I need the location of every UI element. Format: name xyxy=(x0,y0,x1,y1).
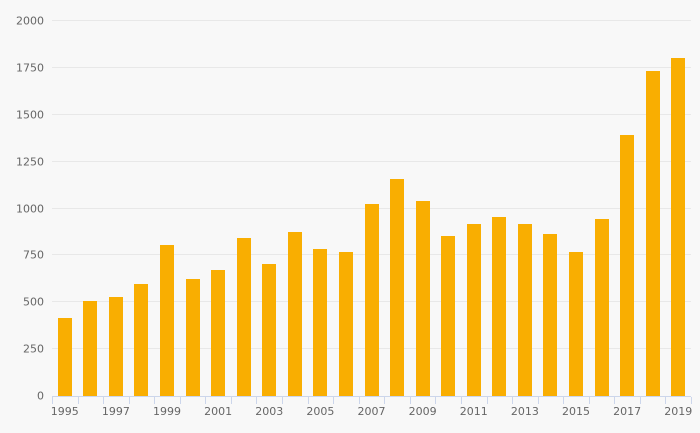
plot-area xyxy=(52,20,691,396)
y-axis-label-2000: 2000 xyxy=(16,14,44,28)
bar-2011[interactable] xyxy=(466,223,481,396)
x-axis-tick xyxy=(77,397,79,404)
x-axis-tick xyxy=(588,397,590,404)
bar-2008[interactable] xyxy=(390,178,405,396)
bar-1998[interactable] xyxy=(134,284,149,396)
bar-2014[interactable] xyxy=(543,233,558,396)
x-axis-tick xyxy=(333,397,335,404)
bar-2016[interactable] xyxy=(594,218,609,396)
x-axis-label-1995: 1995 xyxy=(50,405,79,418)
x-axis-tick xyxy=(639,397,641,404)
x-axis-tick xyxy=(179,397,181,404)
y-axis-label-1750: 1750 xyxy=(16,61,44,75)
bar-2004[interactable] xyxy=(287,231,302,396)
bar-1996[interactable] xyxy=(83,301,98,396)
bar-2017[interactable] xyxy=(620,135,635,396)
x-axis-tick xyxy=(128,397,130,404)
x-axis-tick xyxy=(154,397,156,404)
x-axis-tick xyxy=(282,397,284,404)
x-axis-label-2001: 2001 xyxy=(204,405,233,418)
x-axis-tick xyxy=(384,397,386,404)
x-axis-tick xyxy=(103,397,105,404)
x-axis-label-1999: 1999 xyxy=(153,405,182,418)
x-axis-tick xyxy=(205,397,207,404)
x-axis-tick xyxy=(691,397,692,404)
gridline-2000 xyxy=(52,20,691,21)
y-axis-label-1250: 1250 xyxy=(16,155,44,169)
bar-2010[interactable] xyxy=(441,235,456,396)
bar-2012[interactable] xyxy=(492,216,507,396)
x-axis-label-2013: 2013 xyxy=(510,405,539,418)
bar-2005[interactable] xyxy=(313,248,328,396)
x-axis-label-1997: 1997 xyxy=(101,405,130,418)
bar-1997[interactable] xyxy=(108,296,123,396)
x-axis-tick xyxy=(563,397,565,404)
x-axis-tick xyxy=(537,397,539,404)
x-axis-tick xyxy=(435,397,437,404)
x-axis-line xyxy=(52,396,691,397)
y-axis-label-500: 500 xyxy=(23,295,44,309)
gridline-1750 xyxy=(52,66,691,68)
x-axis-label-2015: 2015 xyxy=(561,405,590,418)
x-axis-tick xyxy=(486,397,488,404)
x-axis-label-2003: 2003 xyxy=(255,405,284,418)
bar-2015[interactable] xyxy=(568,251,583,396)
bar-2001[interactable] xyxy=(211,270,226,396)
x-axis-label-2017: 2017 xyxy=(613,405,642,418)
x-axis-tick xyxy=(614,397,616,404)
bar-2013[interactable] xyxy=(517,223,532,396)
bar-2018[interactable] xyxy=(645,70,660,396)
x-axis-label-2007: 2007 xyxy=(357,405,386,418)
x-axis-label-2011: 2011 xyxy=(459,405,488,418)
y-axis-label-1500: 1500 xyxy=(16,108,44,122)
y-axis-label-0: 0 xyxy=(37,389,44,403)
x-axis-tick xyxy=(665,397,667,404)
x-axis-tick xyxy=(230,397,232,404)
x-axis-tick xyxy=(256,397,258,404)
x-axis-label-2009: 2009 xyxy=(408,405,437,418)
bar-2019[interactable] xyxy=(671,57,686,396)
bar-2009[interactable] xyxy=(415,201,430,396)
bar-1995[interactable] xyxy=(57,318,72,396)
x-axis-tick xyxy=(358,397,360,404)
x-axis-tick xyxy=(512,397,514,404)
bar-2000[interactable] xyxy=(185,278,200,396)
x-axis-tick xyxy=(409,397,411,404)
y-axis-label-1000: 1000 xyxy=(16,202,44,215)
x-axis-label-2019: 2019 xyxy=(664,405,693,418)
bar-2007[interactable] xyxy=(364,203,379,396)
gridline-1500 xyxy=(52,113,691,115)
y-axis-label-750: 750 xyxy=(23,248,44,262)
bar-2006[interactable] xyxy=(338,251,353,396)
y-axis-label-250: 250 xyxy=(23,342,44,356)
bar-2003[interactable] xyxy=(262,263,277,396)
x-axis-tick xyxy=(460,397,462,404)
bar-2002[interactable] xyxy=(236,237,251,396)
bar-1999[interactable] xyxy=(160,245,175,396)
x-axis-tick xyxy=(52,397,53,404)
x-axis-tick xyxy=(307,397,309,404)
gridline-1250 xyxy=(52,160,691,162)
x-axis-label-2005: 2005 xyxy=(306,405,335,418)
